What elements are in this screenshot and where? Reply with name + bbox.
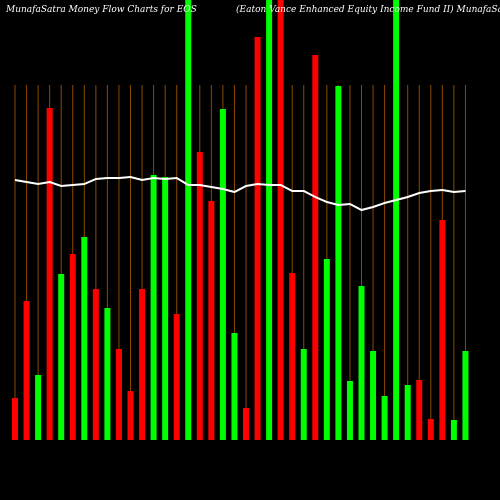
money-flow-line: [14, 175, 466, 212]
bar: [439, 220, 446, 440]
bar: [312, 55, 319, 440]
chart-subtitle: (Eaton Vance Enhanced Equity Income Fund…: [236, 4, 500, 15]
bar: [58, 274, 65, 440]
bar: [104, 308, 111, 440]
bar: [35, 375, 42, 440]
bar: [323, 259, 330, 440]
bar: [300, 349, 307, 440]
bar: [208, 201, 215, 440]
bar: [115, 349, 122, 440]
bar: [254, 37, 261, 440]
bar: [150, 175, 157, 440]
bar: [127, 391, 134, 440]
bars: [12, 0, 469, 440]
chart-title: MunafaSatra Money Flow Charts for EOS: [5, 5, 197, 15]
bar: [393, 0, 400, 440]
bar: [23, 301, 30, 440]
bar: [92, 289, 99, 440]
bar: [162, 177, 169, 440]
bar: [266, 0, 273, 440]
bar: [185, 0, 192, 440]
bar: [219, 109, 226, 440]
bar: [196, 152, 203, 440]
bar: [462, 351, 469, 440]
bar: [335, 86, 342, 440]
bar: [427, 419, 434, 440]
bar: [69, 254, 76, 440]
bar: [46, 108, 53, 440]
bar: [289, 273, 296, 440]
bar: [81, 237, 88, 440]
bar: [277, 0, 284, 440]
bar: [173, 314, 180, 440]
bar: [370, 351, 377, 440]
bar: [243, 408, 249, 440]
bar: [381, 396, 388, 440]
bar: [450, 420, 457, 440]
bar: [12, 398, 18, 440]
bar: [358, 286, 365, 440]
bar: [346, 381, 353, 440]
bar: [139, 289, 146, 440]
bar: [404, 385, 411, 440]
bar: [416, 380, 423, 440]
bar: [231, 333, 238, 440]
